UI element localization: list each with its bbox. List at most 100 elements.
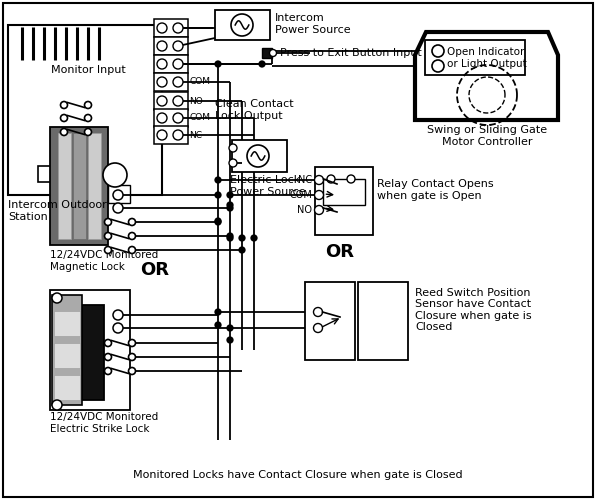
Circle shape (229, 144, 237, 152)
Circle shape (157, 77, 167, 87)
Circle shape (157, 23, 167, 33)
Circle shape (173, 41, 183, 51)
Circle shape (61, 114, 67, 121)
Circle shape (347, 175, 355, 183)
Text: Clean Contact
Lock Output: Clean Contact Lock Output (215, 99, 294, 121)
Text: OR: OR (141, 261, 169, 279)
Circle shape (173, 23, 183, 33)
Circle shape (227, 192, 233, 198)
Circle shape (52, 293, 62, 303)
Circle shape (227, 202, 233, 208)
Circle shape (85, 102, 92, 108)
Text: NO: NO (297, 205, 312, 215)
Circle shape (315, 206, 324, 214)
Circle shape (173, 130, 183, 140)
Circle shape (227, 205, 233, 211)
Circle shape (85, 114, 92, 121)
Circle shape (129, 354, 135, 360)
Text: COM: COM (189, 78, 210, 86)
Bar (154, 37, 188, 55)
Circle shape (313, 324, 322, 332)
Bar (215, 10, 270, 40)
Bar (54, 375, 80, 400)
Bar (305, 282, 355, 360)
Text: COM: COM (189, 114, 210, 122)
Bar (154, 126, 188, 144)
Circle shape (129, 368, 135, 374)
Bar (88, 133, 101, 239)
Circle shape (103, 163, 127, 187)
Circle shape (113, 190, 123, 200)
Circle shape (215, 219, 221, 225)
Circle shape (227, 233, 233, 239)
Circle shape (269, 50, 277, 56)
Circle shape (227, 235, 233, 241)
Circle shape (251, 235, 257, 241)
Bar (154, 73, 188, 91)
Circle shape (104, 232, 111, 239)
Text: Relay Contact Opens
when gate is Open: Relay Contact Opens when gate is Open (377, 179, 493, 201)
Circle shape (229, 159, 237, 167)
Text: 12/24VDC Monitored
Electric Strike Lock: 12/24VDC Monitored Electric Strike Lock (50, 412, 159, 434)
Bar (73, 133, 86, 239)
Circle shape (157, 113, 167, 123)
Bar (54, 311, 80, 336)
Bar (358, 282, 408, 360)
Bar (154, 109, 188, 127)
Bar (50, 127, 108, 245)
Text: Intercom Outdoor
Station: Intercom Outdoor Station (8, 200, 107, 222)
Text: Reed Switch Position
Sensor have Contact
Closure when gate is
Closed: Reed Switch Position Sensor have Contact… (415, 288, 532, 333)
Circle shape (104, 368, 111, 374)
Bar (154, 92, 188, 110)
Bar (108, 185, 130, 203)
Circle shape (215, 177, 221, 183)
Circle shape (113, 323, 123, 333)
Circle shape (215, 61, 221, 67)
Circle shape (432, 45, 444, 57)
Circle shape (432, 60, 444, 72)
Circle shape (227, 325, 233, 331)
Text: OR: OR (325, 243, 355, 261)
Circle shape (173, 113, 183, 123)
Bar (58, 133, 71, 239)
Text: NO: NO (189, 96, 203, 106)
Circle shape (85, 128, 92, 136)
Circle shape (113, 203, 123, 213)
Circle shape (173, 96, 183, 106)
Bar (154, 19, 188, 37)
Circle shape (157, 130, 167, 140)
Circle shape (157, 59, 167, 69)
Bar (262, 48, 272, 58)
Bar (154, 55, 188, 73)
Bar (82, 305, 104, 400)
Circle shape (113, 310, 123, 320)
Circle shape (259, 61, 265, 67)
Circle shape (215, 218, 221, 224)
Bar (38, 166, 78, 182)
Text: 12/24VDC Monitored
Magnetic Lock: 12/24VDC Monitored Magnetic Lock (50, 250, 159, 272)
Text: COM: COM (289, 190, 312, 200)
Circle shape (157, 41, 167, 51)
Bar (425, 40, 525, 75)
Circle shape (104, 340, 111, 346)
Text: Swing or Sliding Gate
Motor Controller: Swing or Sliding Gate Motor Controller (427, 125, 547, 146)
Circle shape (157, 96, 167, 106)
Text: Monitor Input: Monitor Input (51, 65, 125, 75)
Circle shape (227, 337, 233, 343)
Circle shape (231, 14, 253, 36)
Circle shape (129, 340, 135, 346)
Circle shape (315, 190, 324, 200)
Bar (232, 140, 287, 172)
Text: Monitored Locks have Contact Closure when gate is Closed: Monitored Locks have Contact Closure whe… (133, 470, 463, 480)
Circle shape (315, 176, 324, 184)
Bar (52, 295, 82, 405)
Circle shape (129, 246, 135, 254)
Circle shape (313, 308, 322, 316)
Text: Open Indicator
or Light Output: Open Indicator or Light Output (447, 47, 527, 69)
Circle shape (129, 218, 135, 226)
Circle shape (173, 77, 183, 87)
Circle shape (247, 145, 269, 167)
Circle shape (215, 322, 221, 328)
Circle shape (104, 246, 111, 254)
Text: Intercom
Power Source: Intercom Power Source (275, 13, 350, 35)
